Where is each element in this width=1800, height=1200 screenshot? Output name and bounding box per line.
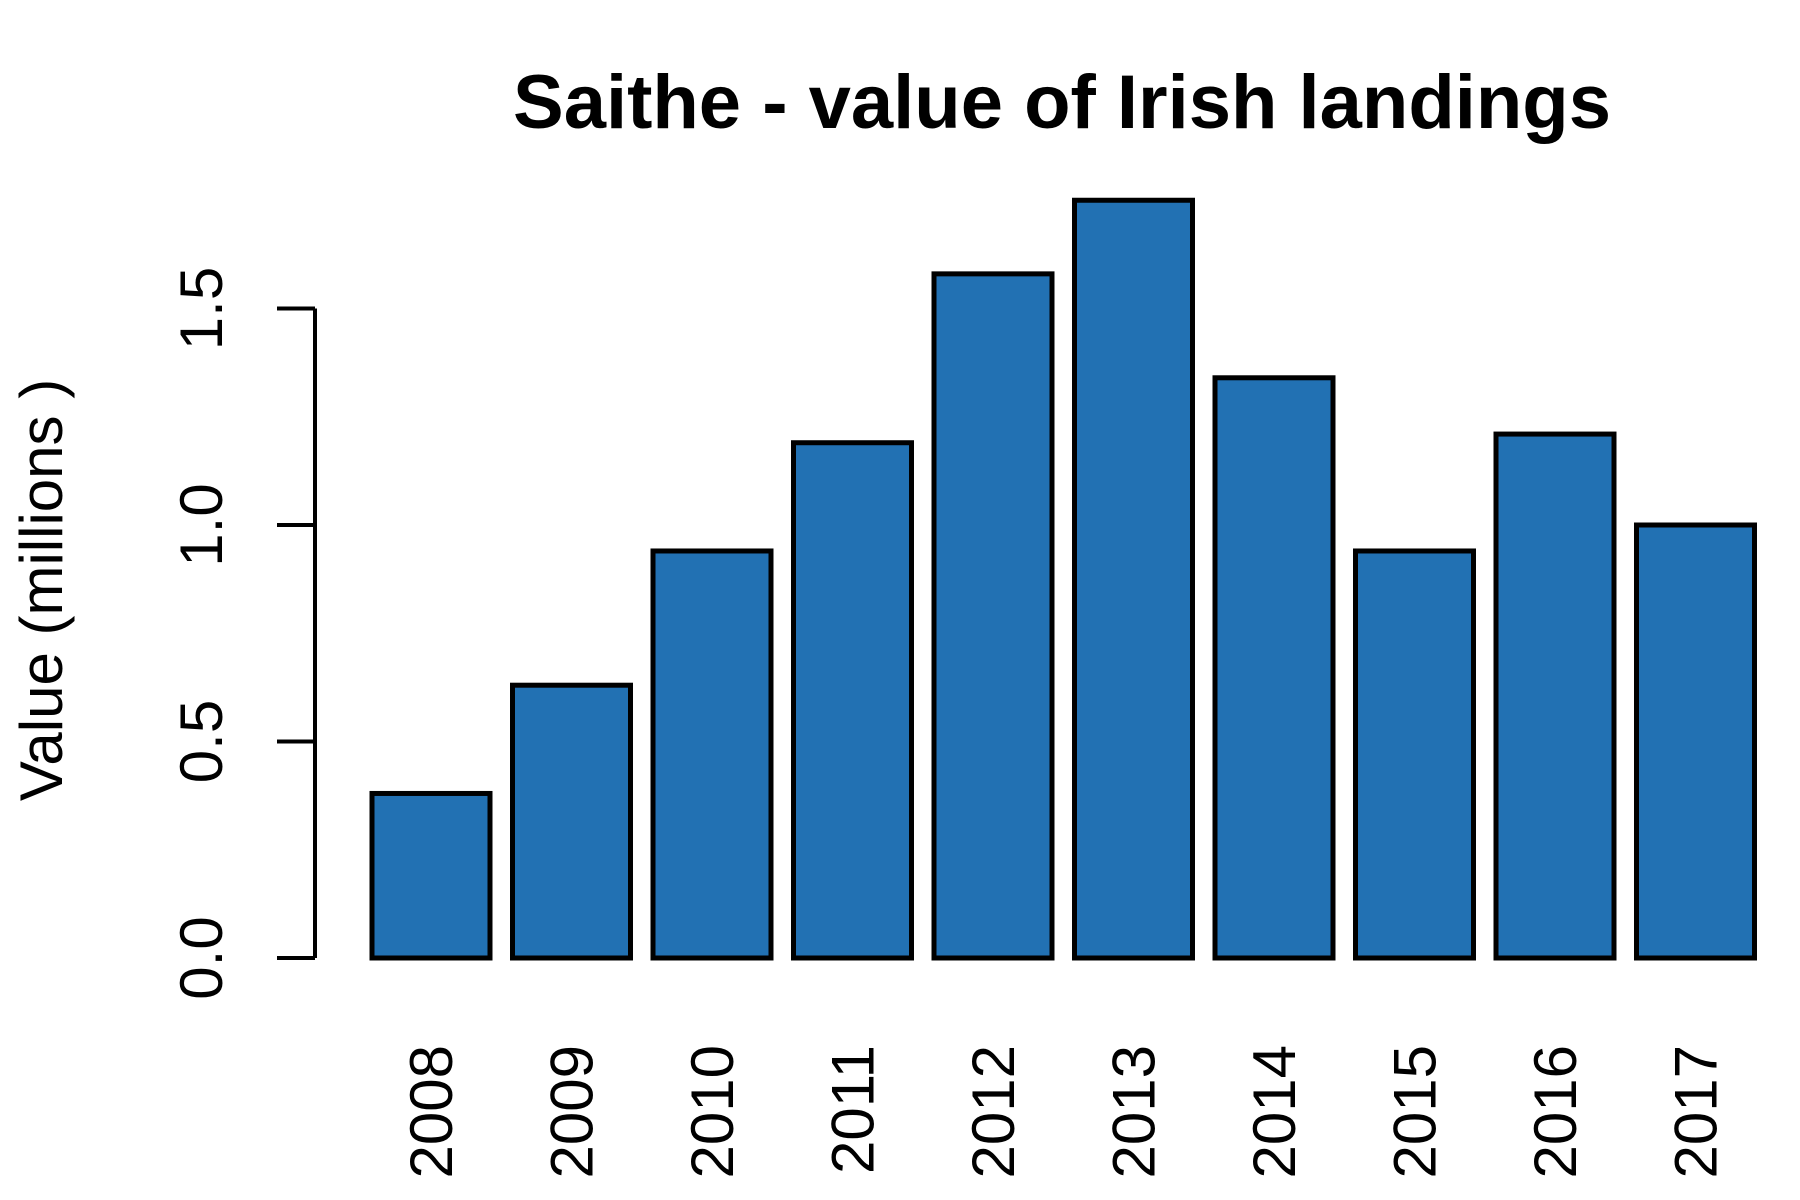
bar-2015: [1353, 548, 1476, 961]
bar-2012: [931, 271, 1055, 961]
x-tick-label-2017: 2017: [1663, 1045, 1730, 1178]
bar-2014: [1212, 375, 1336, 961]
chart-title: Saithe - value of Irish landings: [513, 60, 1611, 145]
bar-2011: [791, 440, 914, 961]
y-tick-label: 1.5: [168, 267, 235, 350]
x-tick-label-2015: 2015: [1382, 1045, 1449, 1178]
x-tick-label-2011: 2011: [820, 1045, 887, 1174]
bar-2016: [1493, 431, 1617, 961]
y-axis-label: Value (millions ): [8, 379, 75, 801]
x-axis: 2008 2009 2010 2011 2012 2013 2014 2015 2016 2017: [398, 1045, 1730, 1178]
x-tick-label-2016: 2016: [1522, 1045, 1589, 1178]
bar-2010: [650, 548, 774, 961]
x-tick-label-2013: 2013: [1101, 1045, 1168, 1178]
x-tick-label-2008: 2008: [398, 1045, 465, 1178]
bars-group: [369, 197, 1757, 961]
bar-2017: [1634, 522, 1757, 961]
y-tick-label: 0.5: [168, 700, 235, 783]
y-tick-label: 0.0: [168, 916, 235, 999]
bar-2008: [369, 790, 493, 961]
y-axis: 0.0 0.5 1.0 1.5: [168, 267, 317, 1000]
bar-2013: [1072, 197, 1195, 961]
y-tick-label: 1.0: [168, 483, 235, 566]
x-tick-label-2012: 2012: [960, 1045, 1027, 1178]
x-tick-label-2014: 2014: [1241, 1045, 1308, 1178]
x-tick-label-2010: 2010: [679, 1045, 746, 1178]
x-tick-label-2009: 2009: [539, 1045, 606, 1178]
bar-2009: [510, 682, 633, 961]
